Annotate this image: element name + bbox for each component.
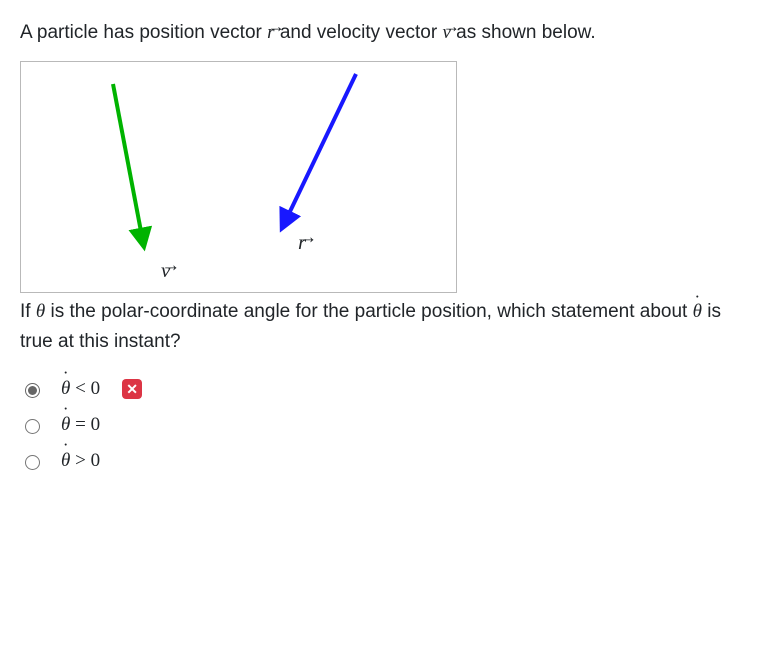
prompt-part3: as shown below. xyxy=(451,22,596,43)
v-vector-label: v xyxy=(161,258,170,283)
question-followup: If θ is the polar-coordinate angle for t… xyxy=(20,297,749,356)
option-theta-lt-0[interactable]: θ < 0 ✕ xyxy=(20,378,749,400)
option-theta-eq-0[interactable]: θ = 0 xyxy=(20,414,749,436)
answer-options: θ < 0 ✕ θ = 0 θ > 0 xyxy=(20,378,749,472)
theta-dot-symbol: θ xyxy=(693,297,702,326)
v-vector-arrow xyxy=(113,84,143,242)
followup-part2: is the polar-coordinate angle for the pa… xyxy=(45,301,692,322)
option-label: θ > 0 xyxy=(61,450,100,472)
option-theta-gt-0[interactable]: θ > 0 xyxy=(20,450,749,472)
prompt-part1: A particle has position vector xyxy=(20,22,267,43)
option-label: θ = 0 xyxy=(61,414,100,436)
option-label: θ < 0 xyxy=(61,378,100,400)
followup-part1: If xyxy=(20,301,36,322)
question-prompt: A particle has position vector r and vel… xyxy=(20,18,749,47)
radio-theta-gt-0[interactable] xyxy=(25,455,40,470)
theta-symbol: θ xyxy=(36,301,45,322)
radio-theta-lt-0[interactable] xyxy=(25,383,40,398)
radio-theta-eq-0[interactable] xyxy=(25,419,40,434)
vector-svg xyxy=(21,62,456,292)
r-vector-symbol: r xyxy=(267,18,274,47)
prompt-part2: and velocity vector xyxy=(275,22,443,43)
v-vector-symbol: v xyxy=(442,18,450,47)
r-vector-label: r xyxy=(298,230,306,255)
vector-diagram: r v xyxy=(20,61,457,293)
r-vector-arrow xyxy=(284,74,356,224)
incorrect-icon: ✕ xyxy=(122,379,142,399)
